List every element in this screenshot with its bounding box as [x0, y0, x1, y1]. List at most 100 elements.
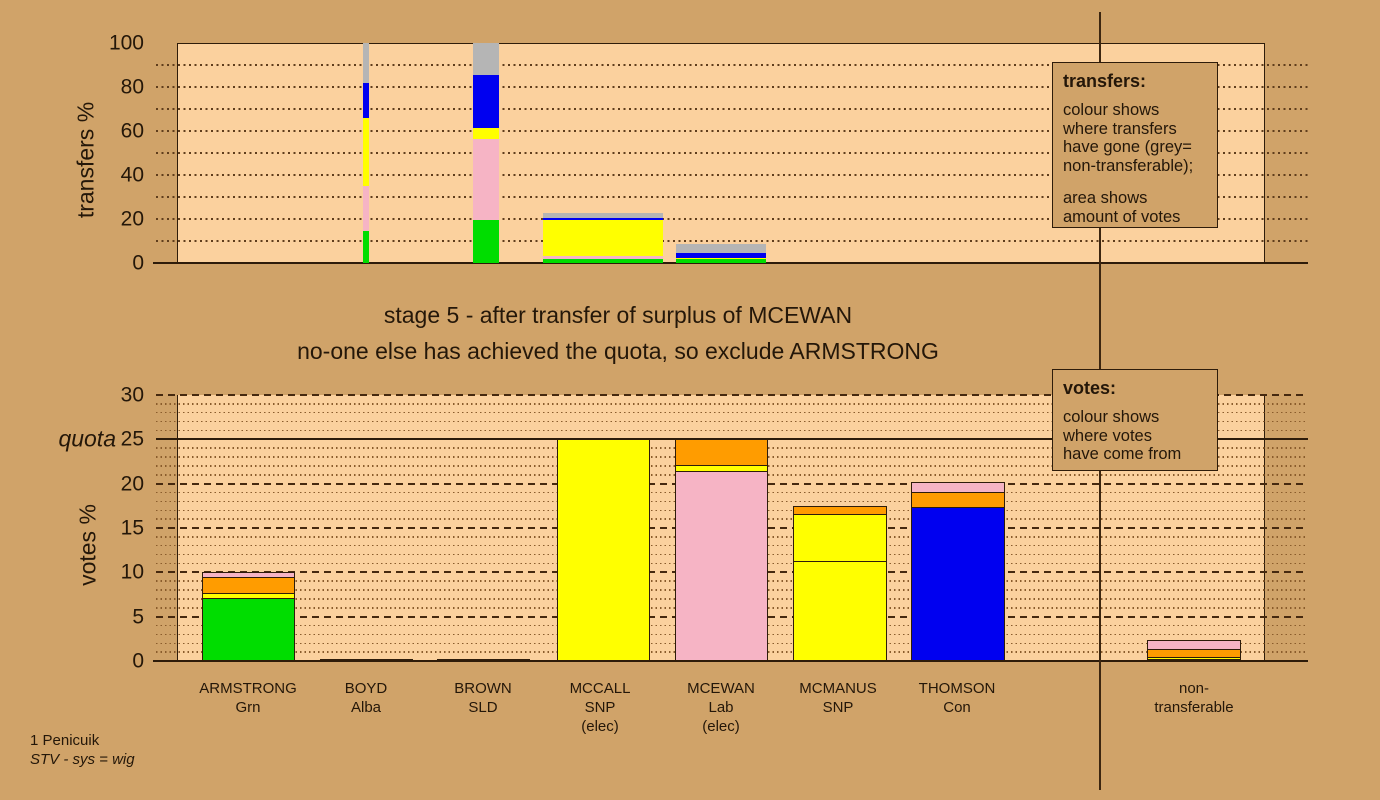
transfers-segment-MCCALL-green: [543, 259, 663, 263]
transfers-segment-BROWN-yellow: [473, 127, 499, 139]
category-label-non: non- transferable: [1154, 680, 1234, 716]
transfers-ytick-0: 0: [132, 251, 144, 275]
transfers-segment-MCCALL-pink: [543, 255, 663, 260]
votes-segment-ARMSTRONG-yellow: [203, 592, 294, 599]
transfers-segment-MCCALL-blue: [543, 217, 663, 221]
transfers-segment-MCEWAN-green: [676, 258, 766, 263]
transfers-legend-title: transfers:: [1063, 71, 1147, 91]
category-label-mcmanus: MCMANUS SNP: [799, 680, 877, 716]
quota-label: quota: [58, 425, 116, 452]
votes-minor-gridline-29: [156, 403, 1308, 405]
votes-segment-THOMSON-orange: [912, 491, 1004, 507]
transfers-legend-body1: colour shows where transfers have gone (…: [1063, 101, 1194, 175]
votes-bar-MCMANUS: [793, 505, 887, 661]
transfers-segment-BROWN-grey: [473, 43, 499, 75]
votes-segment-MCMANUS-orange: [794, 506, 886, 514]
transfers-segment-BOYD-grey: [363, 43, 369, 83]
transfers-gridline-50: [156, 152, 1308, 154]
votes-ytick-5: 5: [132, 605, 144, 629]
votes-segment-ARMSTRONG-green: [203, 598, 294, 660]
transfers-axis-label: transfers %: [72, 101, 99, 219]
transfers-segment-BOYD-green: [363, 231, 369, 263]
votes-segment-MCEWAN-pink: [676, 471, 767, 660]
transfers-segment-BOYD-pink: [363, 185, 369, 232]
transfers-x-axis: [153, 262, 1308, 264]
votes-legend: votes: colour shows where votes have com…: [1052, 369, 1218, 471]
stage-subtitle: no-one else has achieved the quota, so e…: [297, 338, 939, 364]
votes-bar-ARMSTRONG: [202, 572, 295, 661]
transfers-gridline-10: [156, 240, 1308, 242]
votes-segment-THOMSON-blue: [912, 506, 1004, 660]
votes-segment-non-transferable-pink: [1148, 640, 1240, 649]
votes-segment-MCMANUS-yellow: [794, 560, 886, 660]
votes-segment-ARMSTRONG-orange: [203, 576, 294, 593]
transfers-segment-MCEWAN-blue: [676, 252, 766, 258]
votes-bar-BOYD: [320, 659, 413, 661]
transfers-gridline-20: [156, 218, 1308, 220]
ward-name: 1 Penicuik: [30, 732, 100, 749]
transfers-ytick-80: 80: [120, 75, 144, 99]
votes-ytick-25: 25: [120, 427, 144, 451]
transfers-gridline-70: [156, 108, 1308, 110]
votes-bar-non-transferable: [1147, 639, 1241, 661]
votes-ytick-10: 10: [120, 560, 144, 584]
votes-x-axis: [153, 660, 1308, 662]
votes-segment-ARMSTRONG-pink: [203, 573, 294, 577]
transfers-bar-MCCALL: [543, 213, 663, 263]
transfers-segment-MCEWAN-yellow: [676, 257, 766, 259]
transfers-bar-BROWN: [473, 43, 499, 263]
transfers-gridline-90: [156, 64, 1308, 66]
transfers-segment-BOYD-yellow: [363, 117, 369, 186]
transfers-bar-MCEWAN: [676, 244, 766, 263]
transfers-segment-MCCALL-grey: [543, 213, 663, 218]
transfers-segment-BROWN-blue: [473, 74, 499, 128]
votes-minor-gridline-28: [156, 411, 1308, 414]
transfers-segment-BROWN-green: [473, 219, 499, 263]
votes-segment-MCCALL-yellow: [558, 440, 649, 660]
transfers-gridline-30: [156, 196, 1308, 198]
category-label-armstrong: ARMSTRONG Grn: [199, 680, 297, 716]
votes-segment-MCEWAN-yellow: [676, 465, 767, 472]
stage-title: stage 5 - after transfer of surplus of M…: [383, 302, 853, 328]
votes-bar-MCCALL: [557, 439, 650, 661]
category-label-boyd: BOYD Alba: [344, 680, 388, 716]
transfers-segment-MCCALL-yellow: [543, 220, 663, 256]
votes-minor-gridline-27: [156, 420, 1308, 423]
votes-segment-MCMANUS-yellow: [794, 513, 886, 561]
transfers-bar-BOYD: [363, 43, 369, 263]
voting-system-note: STV - sys = wig: [30, 751, 135, 768]
votes-segment-MCEWAN-orange: [676, 440, 767, 466]
votes-axis-label: votes %: [74, 504, 101, 586]
votes-legend-body1: colour shows where votes have come from: [1063, 408, 1182, 463]
votes-minor-gridline-26: [156, 429, 1308, 432]
votes-segment-non-transferable-orange: [1148, 648, 1240, 657]
transfers-gridline-60: [156, 130, 1308, 132]
transfers-gridline-40: [156, 174, 1308, 176]
transfers-ytick-40: 40: [120, 163, 144, 187]
votes-legend-title: votes:: [1063, 378, 1117, 398]
votes-segment-THOMSON-pink: [912, 482, 1004, 492]
votes-segment-non-transferable-yellow: [1148, 656, 1240, 660]
votes-ytick-30: 30: [120, 383, 144, 407]
transfers-ytick-60: 60: [120, 119, 144, 143]
transfers-ytick-20: 20: [120, 207, 144, 231]
votes-bar-THOMSON: [911, 481, 1005, 661]
votes-ytick-15: 15: [120, 516, 144, 540]
transfers-legend: transfers: colour shows where transfers …: [1052, 62, 1218, 228]
votes-bar-MCEWAN: [675, 439, 768, 661]
transfers-gridline-80: [156, 86, 1308, 88]
transfers-segment-BROWN-pink: [473, 138, 499, 220]
votes-gridline-30: [156, 394, 1308, 396]
transfers-ytick-100: 100: [108, 31, 144, 55]
votes-bar-BROWN: [437, 659, 530, 661]
category-label-mccall: MCCALL SNP (elec): [569, 680, 631, 735]
category-label-mcewan: MCEWAN Lab (elec): [687, 680, 755, 735]
transfers-segment-BOYD-blue: [363, 82, 369, 118]
category-label-thomson: THOMSON Con: [918, 680, 996, 716]
votes-ytick-0: 0: [132, 649, 144, 673]
transfers-segment-MCEWAN-grey: [676, 244, 766, 253]
transfers-legend-body2: area shows amount of votes: [1063, 189, 1181, 226]
votes-ytick-20: 20: [120, 472, 144, 496]
category-label-brown: BROWN SLD: [454, 680, 512, 716]
